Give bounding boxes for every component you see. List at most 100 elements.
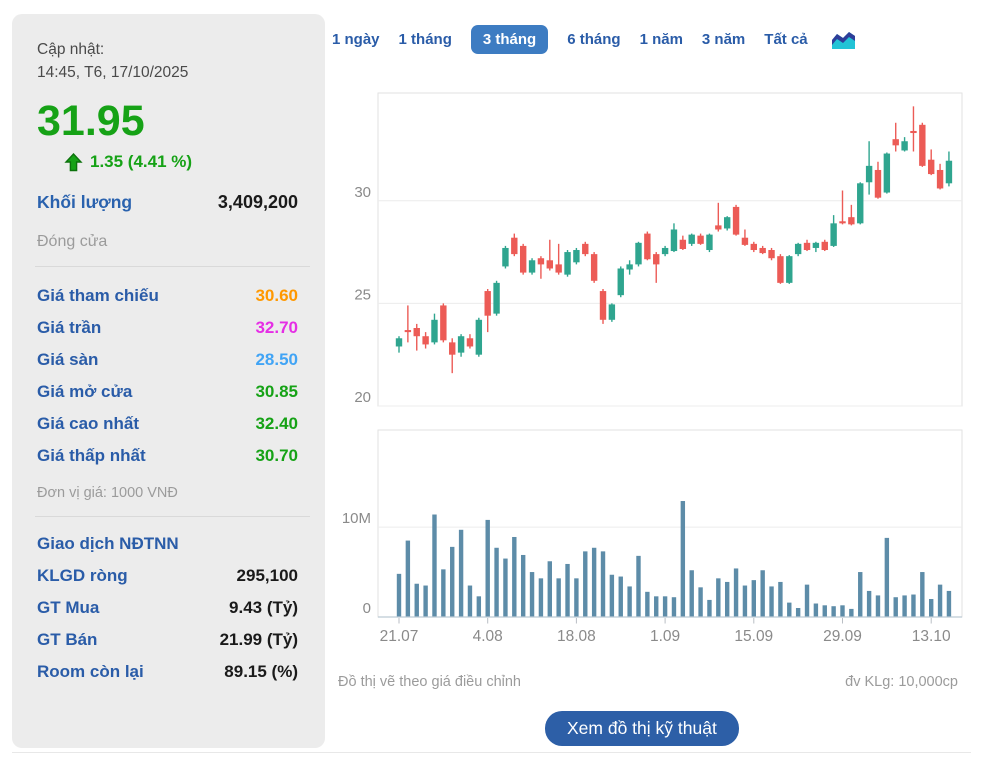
candle-body: [874, 169, 882, 198]
volume-bar: [671, 597, 677, 617]
volume-axis-label: 10M: [342, 510, 371, 527]
candle-body: [635, 242, 642, 265]
candle-body: [608, 304, 616, 320]
candle-body: [777, 256, 784, 283]
tab-6-months[interactable]: 6 tháng: [567, 30, 621, 48]
area-chart-icon[interactable]: [830, 27, 857, 51]
volume-bar: [760, 570, 765, 617]
volume-bar: [565, 563, 570, 617]
floor-price-label: Giá sàn: [37, 350, 99, 369]
updated-value: 14:45, T6, 17/10/2025: [37, 64, 189, 81]
volume-axis-label: 0: [363, 600, 371, 617]
candle-body: [599, 291, 607, 320]
volume-bar: [946, 590, 952, 617]
volume-bar: [396, 573, 402, 617]
candle-body: [670, 229, 678, 252]
candle-body: [590, 254, 598, 281]
up-arrow-icon: [64, 152, 83, 172]
candle-body: [449, 342, 456, 355]
price-info-row: Giá tham chiếu 30.60: [37, 280, 298, 312]
candle-body: [644, 233, 651, 260]
volume-bar: [831, 606, 836, 617]
foreign-row: Room còn lại 89.15 (%): [37, 656, 298, 688]
volume-bar: [503, 558, 508, 617]
candle-body: [848, 217, 855, 225]
candle-body: [830, 223, 837, 246]
volume-bar: [875, 595, 881, 617]
foreign-row: GT Mua 9.43 (Tỷ): [37, 592, 298, 624]
candle-body: [395, 338, 403, 347]
volume-bar: [458, 529, 464, 617]
volume-bar: [902, 595, 907, 617]
volume-bar: [512, 536, 517, 617]
foreign-trading-title: Giao dịch NĐTNN: [37, 534, 179, 553]
candle-body: [928, 159, 935, 175]
volume-row: Khối lượng 3,409,200: [37, 192, 298, 213]
volume-bar: [751, 580, 756, 617]
candle-body: [502, 247, 509, 267]
period-tabs: 1 ngày 1 tháng 3 tháng 6 tháng 1 năm 3 n…: [332, 23, 857, 55]
candle-body: [688, 234, 695, 244]
technical-chart-button[interactable]: Xem đồ thị kỹ thuật: [545, 711, 739, 746]
volume-bar: [547, 561, 552, 617]
price-change-value: 1.35 (4.41 %): [90, 152, 193, 171]
tab-3-years[interactable]: 3 năm: [701, 30, 746, 48]
candle-body: [511, 237, 518, 255]
candle-body: [759, 247, 766, 254]
volume-bar: [494, 547, 499, 617]
candle-body: [794, 243, 802, 255]
tab-1-day[interactable]: 1 ngày: [332, 30, 380, 48]
volume-bar: [450, 546, 455, 617]
volume-plot-frame: [377, 429, 963, 618]
candle-body: [546, 260, 553, 269]
candle-body: [466, 338, 474, 347]
volume-bar: [618, 576, 623, 617]
candle-body: [821, 241, 828, 251]
volume-bar: [520, 554, 526, 617]
sell-value-value: 21.99 (Tỷ): [219, 630, 298, 649]
volume-bar: [529, 572, 535, 617]
price-axis-label: 20: [354, 389, 371, 406]
price-axis-label: 30: [354, 184, 371, 201]
candle-body: [617, 268, 624, 296]
volume-bar: [937, 584, 943, 617]
volume-bar: [849, 608, 854, 617]
high-price-value: 32.40: [255, 414, 298, 433]
candle-body: [475, 319, 483, 355]
candle-body: [422, 336, 429, 345]
adjusted-price-note: Đồ thị vẽ theo giá điều chỉnh: [338, 674, 521, 690]
price-info-row: Giá mở cửa 30.85: [37, 376, 298, 408]
volume-value: 3,409,200: [217, 192, 298, 212]
candle-body: [626, 264, 633, 270]
volume-bar: [795, 608, 801, 617]
volume-bar: [920, 572, 925, 617]
tab-1-year[interactable]: 1 năm: [639, 30, 683, 48]
date-label: 4.08: [473, 628, 503, 645]
floor-price-value: 28.50: [255, 350, 298, 369]
volume-bar: [724, 581, 730, 617]
candle-body: [679, 239, 687, 249]
divider: [35, 516, 310, 517]
volume-bar: [680, 501, 686, 617]
ceiling-price-value: 32.70: [255, 318, 298, 337]
price-plot-frame: [377, 92, 963, 407]
volume-bar: [485, 519, 490, 617]
volume-label: Khối lượng: [37, 192, 133, 212]
price-info-row: Giá cao nhất 32.40: [37, 408, 298, 440]
volume-bar: [733, 568, 739, 617]
candle-body: [803, 242, 811, 251]
volume-bar: [929, 599, 934, 617]
volume-bar: [769, 586, 774, 617]
session-status: Đóng cửa: [37, 233, 108, 250]
net-volume-label: KLGD ròng: [37, 566, 128, 585]
foreign-row: KLGD ròng 295,100: [37, 560, 298, 592]
candle-body: [919, 124, 926, 166]
tab-1-month[interactable]: 1 tháng: [398, 30, 452, 48]
net-volume-value: 295,100: [236, 566, 298, 585]
candle-body: [528, 260, 536, 273]
tab-3-months[interactable]: 3 tháng: [470, 24, 549, 54]
low-price-label: Giá thấp nhất: [37, 446, 146, 465]
volume-bar: [467, 585, 473, 617]
tab-all[interactable]: Tất cả: [764, 30, 808, 48]
